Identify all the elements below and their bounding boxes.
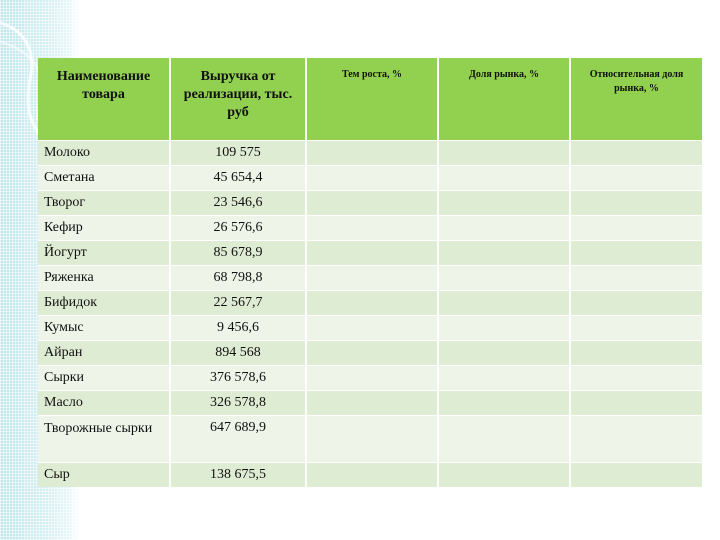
relative-share-cell bbox=[569, 415, 702, 463]
revenue-cell: 326 578,8 bbox=[169, 390, 306, 416]
relative-share-cell bbox=[569, 315, 702, 341]
table-row: Кумыс 9 456,6 bbox=[38, 315, 702, 341]
product-name-cell: Сыр bbox=[38, 462, 170, 487]
market-share-cell bbox=[437, 215, 570, 241]
product-name-cell: Творожные сырки bbox=[38, 415, 170, 463]
market-share-cell bbox=[437, 140, 570, 166]
market-share-cell bbox=[437, 390, 570, 416]
relative-share-cell bbox=[569, 340, 702, 366]
product-name-cell: Бифидок bbox=[38, 290, 170, 316]
revenue-cell: 68 798,8 bbox=[169, 265, 306, 291]
growth-rate-cell bbox=[305, 340, 438, 366]
table-header-row: Наименование товара Выручка от реализаци… bbox=[38, 58, 702, 141]
market-share-table: Наименование товара Выручка от реализаци… bbox=[38, 58, 702, 487]
market-share-cell bbox=[437, 315, 570, 341]
product-name-cell: Кефир bbox=[38, 215, 170, 241]
growth-rate-cell bbox=[305, 315, 438, 341]
product-name-cell: Ряженка bbox=[38, 265, 170, 291]
table-row: Сырки 376 578,6 bbox=[38, 365, 702, 391]
growth-rate-cell bbox=[305, 290, 438, 316]
revenue-cell: 85 678,9 bbox=[169, 240, 306, 266]
header-relative-market-share: Относительная доля рынка, % bbox=[569, 58, 702, 141]
relative-share-cell bbox=[569, 240, 702, 266]
table-row: Сметана 45 654,4 bbox=[38, 165, 702, 191]
market-share-cell bbox=[437, 265, 570, 291]
revenue-cell: 45 654,4 bbox=[169, 165, 306, 191]
table-row: Сыр 138 675,5 bbox=[38, 462, 702, 487]
revenue-cell: 894 568 bbox=[169, 340, 306, 366]
revenue-cell: 647 689,9 bbox=[169, 415, 306, 463]
growth-rate-cell bbox=[305, 390, 438, 416]
growth-rate-cell bbox=[305, 165, 438, 191]
market-share-cell bbox=[437, 290, 570, 316]
relative-share-cell bbox=[569, 290, 702, 316]
product-name-cell: Йогурт bbox=[38, 240, 170, 266]
market-share-cell bbox=[437, 340, 570, 366]
header-product-name: Наименование товара bbox=[38, 58, 170, 141]
relative-share-cell bbox=[569, 165, 702, 191]
product-name-cell: Масло bbox=[38, 390, 170, 416]
revenue-cell: 22 567,7 bbox=[169, 290, 306, 316]
relative-share-cell bbox=[569, 265, 702, 291]
product-name-cell: Айран bbox=[38, 340, 170, 366]
revenue-cell: 109 575 bbox=[169, 140, 306, 166]
table-row: Ряженка 68 798,8 bbox=[38, 265, 702, 291]
growth-rate-cell bbox=[305, 215, 438, 241]
product-name-cell: Сырки bbox=[38, 365, 170, 391]
table-row: Творожные сырки 647 689,9 bbox=[38, 415, 702, 463]
header-market-share: Доля рынка, % bbox=[437, 58, 570, 141]
header-growth-rate: Тем роста, % bbox=[305, 58, 438, 141]
table-row: Масло 326 578,8 bbox=[38, 390, 702, 416]
growth-rate-cell bbox=[305, 265, 438, 291]
product-name-cell: Молоко bbox=[38, 140, 170, 166]
relative-share-cell bbox=[569, 390, 702, 416]
relative-share-cell bbox=[569, 140, 702, 166]
market-share-cell bbox=[437, 240, 570, 266]
product-name-cell: Сметана bbox=[38, 165, 170, 191]
revenue-cell: 138 675,5 bbox=[169, 462, 306, 487]
relative-share-cell bbox=[569, 215, 702, 241]
table-row: Молоко 109 575 bbox=[38, 140, 702, 166]
growth-rate-cell bbox=[305, 415, 438, 463]
header-revenue: Выручка от реализации, тыс. руб bbox=[169, 58, 306, 141]
market-share-cell bbox=[437, 462, 570, 487]
market-share-cell bbox=[437, 365, 570, 391]
growth-rate-cell bbox=[305, 240, 438, 266]
revenue-cell: 26 576,6 bbox=[169, 215, 306, 241]
growth-rate-cell bbox=[305, 190, 438, 216]
market-share-cell bbox=[437, 190, 570, 216]
table-row: Бифидок 22 567,7 bbox=[38, 290, 702, 316]
relative-share-cell bbox=[569, 365, 702, 391]
table-row: Йогурт 85 678,9 bbox=[38, 240, 702, 266]
relative-share-cell bbox=[569, 190, 702, 216]
product-name-cell: Кумыс bbox=[38, 315, 170, 341]
relative-share-cell bbox=[569, 462, 702, 487]
table-row: Творог 23 546,6 bbox=[38, 190, 702, 216]
market-share-cell bbox=[437, 415, 570, 463]
product-name-cell: Творог bbox=[38, 190, 170, 216]
market-share-cell bbox=[437, 165, 570, 191]
growth-rate-cell bbox=[305, 462, 438, 487]
revenue-cell: 23 546,6 bbox=[169, 190, 306, 216]
growth-rate-cell bbox=[305, 140, 438, 166]
table-row: Айран 894 568 bbox=[38, 340, 702, 366]
revenue-cell: 376 578,6 bbox=[169, 365, 306, 391]
table-row: Кефир 26 576,6 bbox=[38, 215, 702, 241]
revenue-cell: 9 456,6 bbox=[169, 315, 306, 341]
growth-rate-cell bbox=[305, 365, 438, 391]
